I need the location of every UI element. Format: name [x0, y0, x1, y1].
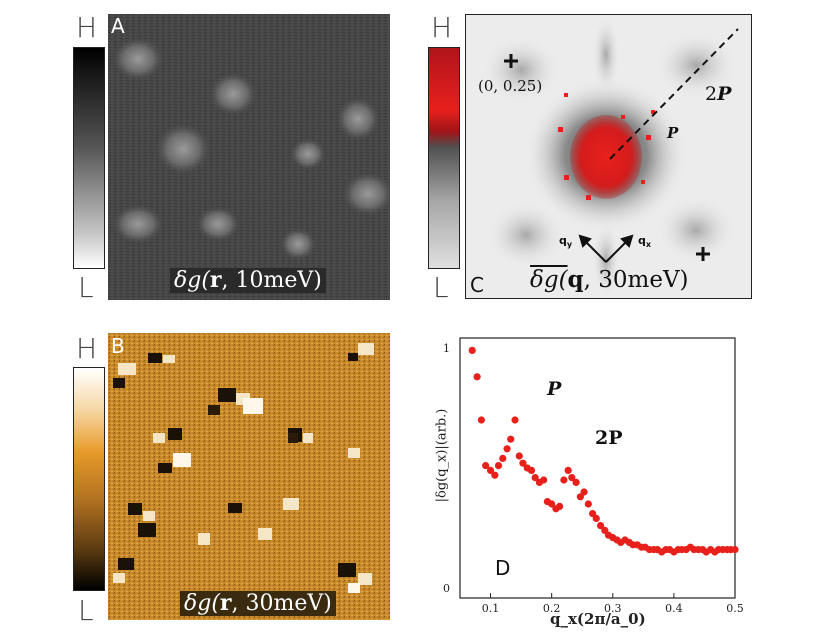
x-tick-label: 0.3	[604, 602, 622, 615]
data-point	[503, 445, 511, 453]
panel-b-caption: δg(r, 30meV)	[180, 591, 336, 616]
data-point	[596, 522, 605, 530]
data-point	[482, 462, 490, 470]
panel-d-ticks: 0.1 0.2 0.3 0.4 0.5 0 1	[443, 342, 744, 615]
panel-d-peak-p-label: P	[547, 378, 562, 400]
colorbar-b-low-label: L	[78, 594, 94, 627]
data-point	[519, 459, 527, 467]
panel-c-arms	[481, 15, 738, 298]
panel-a-letter: A	[111, 14, 125, 38]
panel-a-image: A δg(r, 10meV)	[108, 14, 390, 300]
panel-c-cross-topleft	[504, 54, 518, 68]
colorbar-a-high-label: H	[76, 11, 98, 44]
data-point	[564, 466, 572, 474]
panel-c-red-core	[570, 115, 642, 199]
data-point	[473, 373, 481, 381]
y-tick-label: 1	[443, 342, 450, 355]
data-point	[486, 466, 495, 474]
data-point	[531, 474, 539, 482]
panel-c-q-arrows	[578, 234, 634, 263]
panel-b-features	[113, 343, 374, 593]
data-point	[592, 514, 600, 522]
data-point	[507, 435, 515, 443]
panel-d-letter: D	[495, 556, 511, 580]
data-point	[540, 476, 548, 484]
panel-b-letter: B	[111, 334, 125, 358]
colorbar-c	[428, 47, 460, 269]
data-point	[511, 416, 519, 424]
data-point	[468, 346, 476, 354]
panel-d-chart: 0.1 0.2 0.3 0.4 0.5 0 1 |δg(q_x)|(arb.) q_x(2π…	[430, 330, 760, 630]
panel-a-bright-patches	[112, 37, 390, 260]
colorbar-c-high-label: H	[431, 11, 453, 44]
data-point	[731, 546, 739, 554]
data-point	[477, 416, 485, 424]
colorbar-a	[73, 47, 105, 269]
data-point	[491, 471, 499, 479]
panel-c-qy-label: qy	[559, 234, 573, 250]
data-point	[548, 500, 556, 508]
y-tick-label: 0	[443, 582, 450, 595]
panel-d-xlabel: q_x(2π/a_0)	[550, 610, 646, 628]
data-point	[515, 452, 523, 460]
data-point	[499, 454, 507, 462]
panel-b-image: B δg(r, 30meV)	[108, 333, 390, 620]
panel-c-image: (0, 0.25) 2P P qy qx C δg(q, 30meV)	[465, 14, 752, 299]
data-point	[572, 478, 580, 486]
data-point	[494, 462, 503, 470]
data-point	[584, 500, 592, 508]
colorbar-c-low-label: L	[433, 271, 449, 304]
data-point	[556, 502, 564, 510]
x-tick-label: 0.2	[543, 602, 561, 615]
data-point	[568, 474, 576, 482]
panel-c-qx-label: qx	[638, 234, 652, 250]
colorbar-b	[73, 367, 105, 591]
data-point	[527, 466, 536, 474]
panel-d-peak-2p-label: 2P	[595, 427, 623, 449]
panel-d-points	[468, 346, 739, 556]
data-point	[580, 488, 588, 496]
data-point	[560, 476, 568, 484]
panel-c-2p-label: 2P	[705, 83, 732, 105]
x-tick-label: 0.1	[482, 602, 500, 615]
colorbar-b-high-label: H	[76, 332, 98, 365]
colorbar-a-low-label: L	[78, 271, 94, 304]
panel-c-letter: C	[470, 273, 484, 297]
panel-a-caption: δg(r, 10meV)	[170, 268, 326, 293]
x-tick-label: 0.5	[726, 602, 744, 615]
panel-c-coord-label: (0, 0.25)	[478, 77, 543, 95]
panel-c-p-label: P	[667, 124, 679, 142]
panel-c-dashed-line	[609, 28, 739, 160]
x-tick-label: 0.4	[665, 602, 683, 615]
panel-c-cross-bottomright	[696, 247, 710, 261]
panel-d-plot-frame	[459, 337, 736, 599]
panel-d-ylabel: |δg(q_x)|(arb.)	[434, 408, 450, 503]
panel-c-red-specks	[558, 93, 655, 200]
panel-c-caption: δg(q, 30meV)	[530, 266, 689, 293]
